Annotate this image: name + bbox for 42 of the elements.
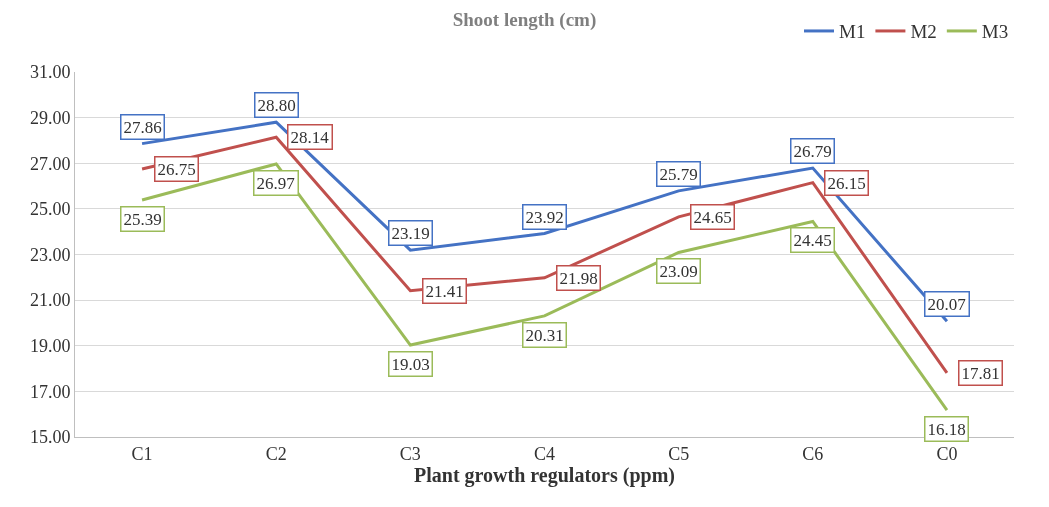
data-label: 26.79 bbox=[793, 141, 832, 161]
x-tick-label: C2 bbox=[265, 443, 287, 464]
data-label: 28.14 bbox=[290, 127, 330, 147]
data-label: 20.31 bbox=[525, 325, 564, 345]
data-label: 19.03 bbox=[391, 354, 430, 374]
x-tick-label: C3 bbox=[399, 443, 421, 464]
data-label: 20.07 bbox=[927, 294, 967, 314]
data-label: 28.80 bbox=[257, 95, 296, 115]
y-tick-label: 27.00 bbox=[29, 153, 71, 174]
x-tick-label: C1 bbox=[131, 443, 153, 464]
y-tick-label: 19.00 bbox=[29, 336, 71, 357]
y-tick-label: 23.00 bbox=[29, 244, 71, 265]
data-label: 21.41 bbox=[425, 281, 464, 301]
y-tick-label: 29.00 bbox=[29, 107, 71, 128]
legend-label: M3 bbox=[981, 21, 1009, 43]
y-tick-label: 17.00 bbox=[29, 381, 71, 402]
x-tick-label: C4 bbox=[533, 443, 556, 464]
y-tick-label: 31.00 bbox=[29, 62, 71, 83]
data-label: 25.39 bbox=[123, 209, 162, 229]
data-label: 23.09 bbox=[659, 261, 698, 281]
data-label: 23.19 bbox=[391, 223, 430, 243]
data-label: 24.45 bbox=[793, 230, 832, 250]
data-label: 27.86 bbox=[123, 117, 162, 137]
legend-label: M2 bbox=[910, 21, 937, 43]
chart-title: Shoot length (cm) bbox=[452, 8, 597, 31]
data-label: 25.79 bbox=[659, 164, 698, 184]
data-label: 21.98 bbox=[559, 268, 598, 288]
x-tick-label: C5 bbox=[668, 443, 690, 464]
y-tick-label: 21.00 bbox=[29, 290, 71, 311]
y-tick-label: 25.00 bbox=[29, 199, 71, 220]
data-label: 26.15 bbox=[827, 173, 866, 193]
data-label: 26.75 bbox=[157, 159, 196, 179]
legend-label: M1 bbox=[839, 21, 866, 43]
x-tick-label: C0 bbox=[936, 443, 958, 464]
data-label: 26.97 bbox=[256, 173, 296, 193]
data-label: 23.92 bbox=[525, 207, 564, 227]
data-label: 16.18 bbox=[927, 419, 966, 439]
data-label: 24.65 bbox=[693, 207, 732, 227]
y-tick-label: 15.00 bbox=[29, 427, 71, 448]
x-axis-title: Plant growth regulators (ppm) bbox=[414, 464, 675, 488]
data-label: 17.81 bbox=[961, 363, 1000, 383]
x-tick-label: C6 bbox=[802, 443, 824, 464]
